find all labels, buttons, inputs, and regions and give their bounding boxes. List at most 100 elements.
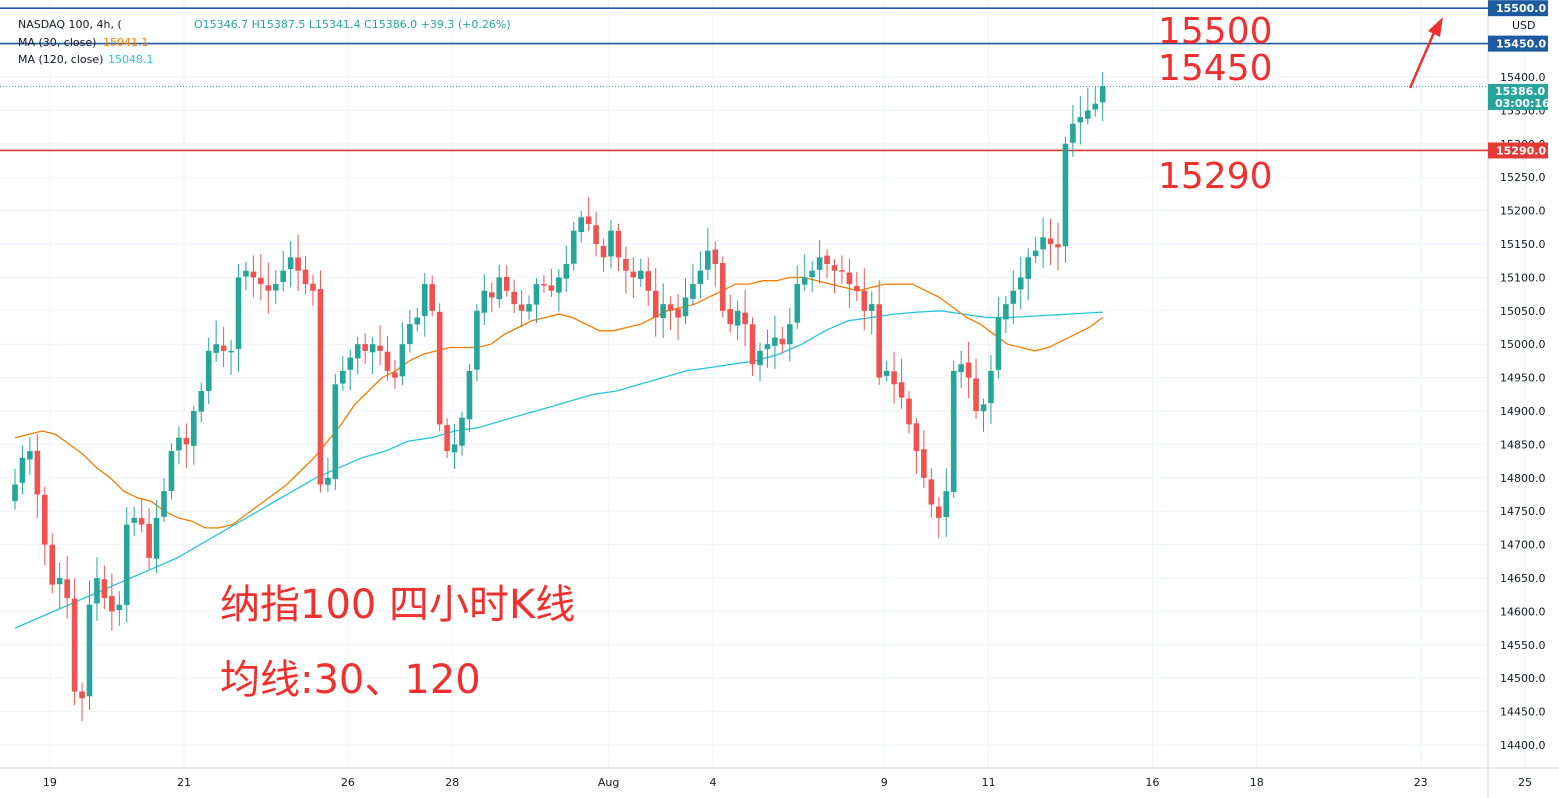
candle	[109, 573, 115, 631]
candle	[980, 398, 987, 432]
candle	[503, 265, 510, 297]
candle	[995, 296, 1002, 379]
svg-text:15500.0: 15500.0	[1496, 2, 1546, 15]
price-tick-label: 15000.0	[1500, 338, 1546, 351]
candle	[645, 257, 652, 307]
candle	[682, 278, 689, 325]
candle	[563, 245, 570, 293]
candle	[816, 240, 823, 284]
candle	[399, 322, 406, 385]
candle	[1040, 217, 1046, 269]
candle	[1099, 72, 1106, 122]
candle	[220, 326, 227, 367]
candle	[27, 437, 33, 475]
candle	[593, 211, 599, 257]
price-tags: 15500.0 15450.0 15290.0	[1488, 0, 1548, 159]
candle	[49, 533, 56, 594]
candle	[1077, 96, 1084, 145]
candle	[123, 507, 130, 623]
candle	[176, 426, 182, 464]
candle	[444, 418, 450, 458]
candle	[526, 295, 532, 320]
last-price-tag: 15386.0 03:00:16	[1488, 84, 1550, 110]
candle	[541, 275, 547, 293]
price-tick-label: 14500.0	[1500, 672, 1546, 685]
candle	[392, 359, 398, 389]
legend-ma120-value: 15048.1	[108, 53, 154, 66]
candle	[287, 240, 294, 288]
last-price-value: 15386.0	[1495, 85, 1545, 98]
candle	[481, 274, 488, 325]
candle	[138, 498, 145, 533]
time-tick-label: 26	[341, 776, 355, 789]
candle	[213, 320, 219, 362]
candle	[489, 282, 495, 313]
candle	[369, 336, 376, 374]
candle	[630, 257, 637, 298]
candle	[12, 468, 18, 510]
candle	[690, 264, 696, 306]
price-tick-label: 15250.0	[1500, 171, 1546, 184]
legend-ma30-value: 15041.1	[103, 36, 149, 49]
candle	[638, 258, 644, 288]
candle	[272, 269, 279, 305]
candle	[168, 443, 175, 500]
candle	[585, 197, 592, 232]
time-tick-label: 16	[1146, 776, 1160, 789]
candle	[146, 508, 152, 570]
price-tick-label: 15100.0	[1500, 271, 1546, 284]
candle	[928, 468, 935, 518]
price-tick-label: 15150.0	[1500, 238, 1546, 251]
currency-label: USD	[1512, 19, 1536, 32]
candle	[496, 264, 503, 308]
candle	[362, 333, 368, 364]
countdown: 03:00:16	[1495, 97, 1550, 110]
price-axis[interactable]: 14400.0 14450.0 14500.0 14550.0 14600.0 14650…	[1500, 71, 1546, 752]
candle	[727, 294, 733, 333]
candle	[846, 258, 853, 309]
candle	[250, 255, 257, 298]
candle	[19, 445, 26, 495]
candle	[839, 255, 845, 284]
time-axis[interactable]: 19 21 26 28 Aug 4 9 11 16 18 23 25	[43, 776, 1532, 789]
candle	[570, 221, 577, 271]
level-tag-15450: 15450.0	[1488, 35, 1548, 52]
annotation-15290: 15290	[1158, 156, 1273, 197]
candle	[302, 255, 309, 295]
candle	[988, 354, 994, 424]
candle	[1032, 237, 1039, 264]
candle	[317, 270, 324, 493]
candle	[325, 457, 331, 493]
candle	[421, 272, 428, 337]
candle	[466, 363, 473, 432]
candle	[861, 268, 868, 331]
candle	[101, 565, 108, 610]
candle	[265, 262, 272, 314]
candle	[116, 591, 123, 626]
candle	[198, 382, 205, 423]
price-tick-label: 14450.0	[1500, 706, 1546, 719]
candle	[340, 355, 346, 392]
candle	[578, 211, 584, 243]
up-arrow-annotation	[1408, 17, 1443, 89]
candle	[876, 280, 882, 385]
price-tick-label: 14600.0	[1500, 605, 1546, 618]
candle	[794, 265, 801, 329]
candle	[1055, 222, 1061, 271]
candle	[868, 291, 875, 335]
price-tick-label: 14800.0	[1500, 472, 1546, 485]
candle	[131, 506, 137, 537]
candle	[533, 278, 540, 323]
candle	[56, 562, 63, 609]
time-tick-label: 9	[881, 776, 888, 789]
candle	[787, 308, 793, 362]
ma30-line	[14, 276, 1104, 529]
time-tick-label: 28	[445, 776, 459, 789]
candle	[1017, 256, 1024, 310]
price-tick-label: 14700.0	[1500, 539, 1546, 552]
time-tick-label: 21	[177, 776, 191, 789]
candle	[459, 412, 465, 456]
price-tick-label: 14550.0	[1500, 639, 1546, 652]
candle	[451, 423, 458, 469]
